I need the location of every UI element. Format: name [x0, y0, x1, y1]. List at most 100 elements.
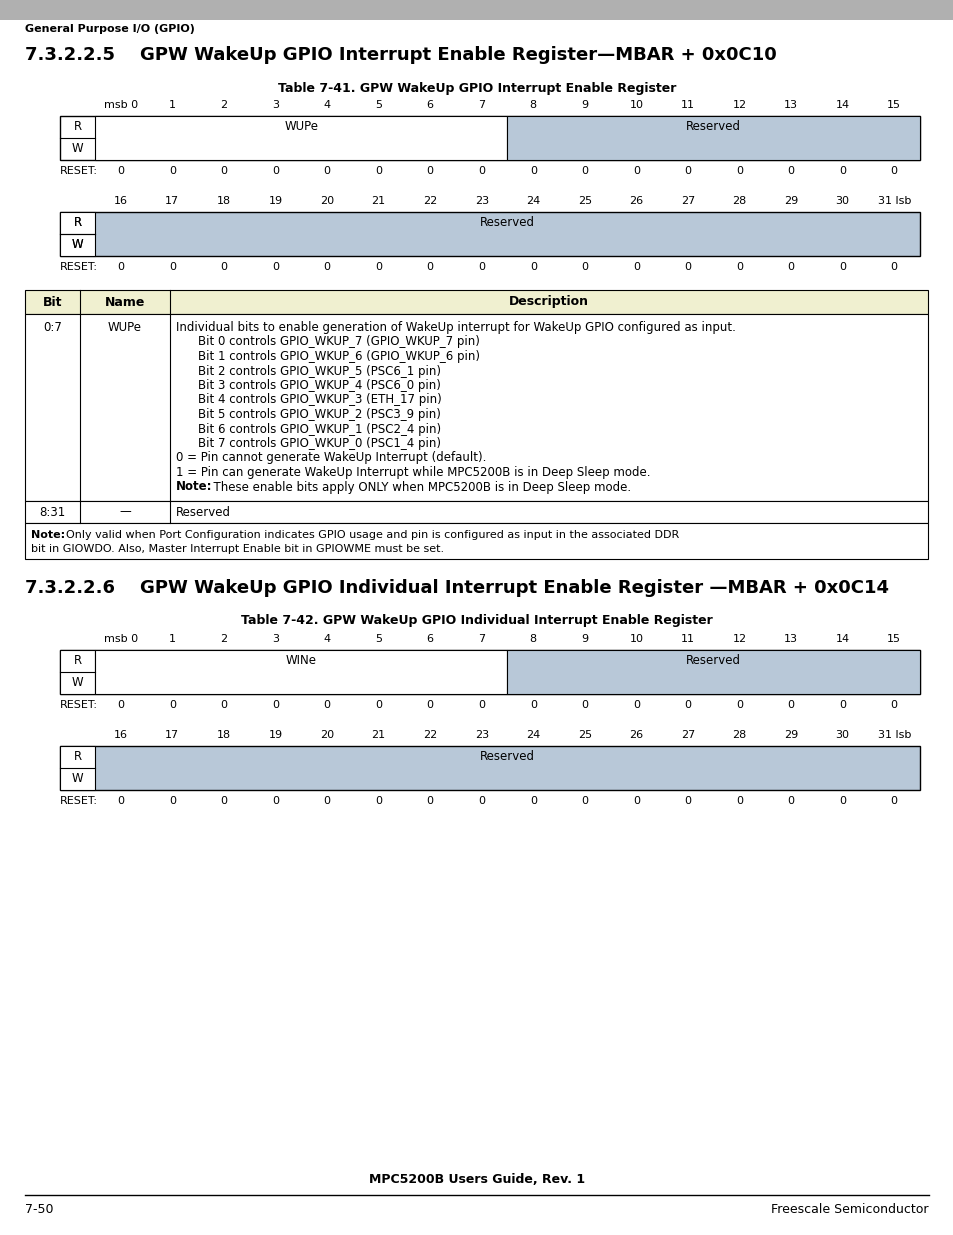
Text: 10: 10: [629, 100, 642, 110]
Text: 1 = Pin can generate WakeUp Interrupt while MPC5200B is in Deep Sleep mode.: 1 = Pin can generate WakeUp Interrupt wh…: [175, 466, 650, 479]
Text: —: —: [119, 505, 131, 519]
Text: 3: 3: [272, 634, 278, 643]
Text: 24: 24: [526, 196, 539, 206]
Text: 0: 0: [890, 262, 897, 272]
Text: 14: 14: [835, 634, 849, 643]
Text: 0: 0: [529, 165, 537, 177]
Text: 8: 8: [529, 100, 537, 110]
Text: 14: 14: [835, 100, 849, 110]
Text: 0: 0: [272, 262, 278, 272]
Text: Reserved: Reserved: [479, 751, 535, 763]
Text: 4: 4: [323, 100, 331, 110]
Text: W: W: [71, 773, 83, 785]
Bar: [95, 116, 507, 161]
Text: 30: 30: [835, 196, 849, 206]
Text: R: R: [73, 655, 81, 667]
Text: 0: 0: [683, 262, 691, 272]
Text: 0: 0: [169, 797, 175, 806]
Text: 7-50: 7-50: [25, 1203, 53, 1216]
Text: 0: 0: [736, 165, 742, 177]
Text: 13: 13: [783, 100, 798, 110]
Text: 4: 4: [323, 634, 331, 643]
Text: 17: 17: [165, 196, 179, 206]
Bar: [25, 501, 927, 522]
Text: 17: 17: [165, 730, 179, 740]
Text: 0: 0: [426, 262, 434, 272]
Text: 5: 5: [375, 100, 382, 110]
Text: 0: 0: [529, 262, 537, 272]
Text: R: R: [73, 216, 81, 230]
Text: msb 0: msb 0: [104, 634, 137, 643]
Text: General Purpose I/O (GPIO): General Purpose I/O (GPIO): [25, 23, 194, 35]
Bar: [60, 746, 95, 790]
Text: 0: 0: [117, 262, 124, 272]
Text: 0: 0: [220, 700, 227, 710]
Text: 23: 23: [475, 196, 488, 206]
Text: 18: 18: [216, 196, 231, 206]
Text: 29: 29: [783, 730, 798, 740]
Text: 0: 0: [272, 797, 278, 806]
Text: 0: 0: [580, 700, 588, 710]
Text: WUPe: WUPe: [284, 121, 318, 133]
Text: 26: 26: [629, 730, 642, 740]
Text: 0: 0: [839, 165, 845, 177]
Bar: [60, 650, 919, 694]
Text: 0: 0: [736, 700, 742, 710]
Text: 0: 0: [426, 797, 434, 806]
Text: 11: 11: [680, 100, 694, 110]
Text: 11: 11: [680, 634, 694, 643]
Text: 0: 0: [323, 262, 330, 272]
Text: Reserved: Reserved: [175, 505, 231, 519]
Text: 30: 30: [835, 730, 849, 740]
Text: 0: 0: [787, 700, 794, 710]
Text: 0: 0: [787, 262, 794, 272]
Text: msb 0: msb 0: [104, 100, 137, 110]
Bar: [60, 116, 919, 161]
Text: W: W: [71, 142, 83, 156]
Text: Bit: Bit: [43, 295, 62, 309]
Text: 0: 0: [683, 165, 691, 177]
Text: 8: 8: [529, 634, 537, 643]
Text: 21: 21: [371, 730, 385, 740]
Text: 0: 0: [323, 797, 330, 806]
Text: 0: 0: [375, 797, 382, 806]
Text: 23: 23: [475, 730, 488, 740]
Text: 0: 0: [323, 165, 330, 177]
Text: 26: 26: [629, 196, 642, 206]
Text: WINe: WINe: [286, 655, 316, 667]
Text: 25: 25: [578, 730, 591, 740]
Text: 0: 0: [426, 700, 434, 710]
Text: Note:: Note:: [30, 530, 65, 540]
Text: R: R: [73, 121, 81, 133]
Text: 0: 0: [375, 262, 382, 272]
Text: 2: 2: [220, 634, 227, 643]
Text: RESET:: RESET:: [60, 165, 98, 177]
Text: 8:31: 8:31: [39, 505, 66, 519]
Text: 16: 16: [113, 730, 128, 740]
Text: 28: 28: [732, 730, 746, 740]
Text: 3: 3: [272, 100, 278, 110]
Text: 0: 0: [839, 262, 845, 272]
Text: R: R: [73, 751, 81, 763]
Text: 0: 0: [683, 700, 691, 710]
Text: 6: 6: [426, 100, 434, 110]
Text: Description: Description: [509, 295, 588, 309]
Text: 15: 15: [886, 634, 901, 643]
Text: 0: 0: [839, 797, 845, 806]
Text: 13: 13: [783, 634, 798, 643]
Text: 0: 0: [375, 700, 382, 710]
Text: 0: 0: [272, 165, 278, 177]
Text: 0: 0: [736, 262, 742, 272]
Text: Reserved: Reserved: [685, 655, 740, 667]
Text: 0: 0: [477, 262, 485, 272]
Text: 9: 9: [580, 100, 588, 110]
Text: 0: 0: [477, 797, 485, 806]
Text: 19: 19: [268, 730, 282, 740]
Text: 0: 0: [580, 165, 588, 177]
Text: 1: 1: [169, 100, 175, 110]
Text: 0: 0: [839, 700, 845, 710]
Bar: [0, 0, 953, 20]
Text: 0: 0: [890, 700, 897, 710]
Text: RESET:: RESET:: [60, 262, 98, 272]
Text: 0: 0: [375, 165, 382, 177]
